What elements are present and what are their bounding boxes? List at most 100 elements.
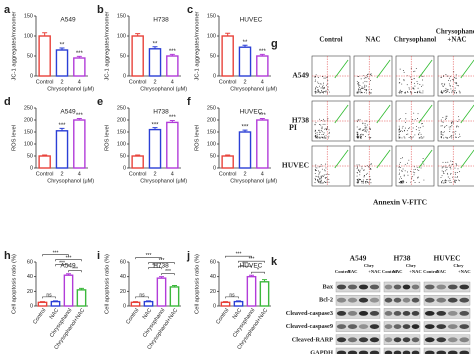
- significance-bracket: [161, 273, 175, 276]
- event-dot: [414, 70, 416, 72]
- event-dot: [400, 130, 402, 132]
- event-dot: [443, 84, 445, 86]
- blot-band: [402, 324, 411, 329]
- x-tick-label: 2: [243, 79, 246, 85]
- event-dot: [417, 113, 419, 115]
- event-dot: [407, 162, 408, 164]
- x-tick-label: 2: [243, 171, 246, 177]
- bar: [166, 121, 179, 169]
- event-dot: [441, 90, 443, 92]
- event-dot: [362, 179, 364, 181]
- chart-title: A549: [60, 263, 76, 270]
- event-dot: [422, 123, 423, 125]
- y-tick-label: 200: [117, 117, 126, 123]
- event-dot: [368, 182, 370, 184]
- event-dot: [406, 84, 408, 86]
- event-dot: [423, 179, 425, 181]
- event-dot: [443, 131, 445, 133]
- event-dot: [315, 178, 316, 180]
- significance-label: ***: [151, 122, 159, 128]
- event-dot: [447, 91, 449, 93]
- blot-strip: [383, 308, 421, 319]
- event-dot: [451, 79, 453, 81]
- blot-strip: [383, 281, 421, 293]
- y-axis-label: ROS level: [195, 125, 201, 151]
- event-dot: [408, 88, 410, 90]
- significance-bracket: [148, 262, 175, 265]
- event-dot: [401, 180, 403, 182]
- event-dot: [328, 181, 330, 183]
- event-dot: [407, 91, 408, 93]
- event-dot: [325, 127, 327, 129]
- event-dot: [445, 117, 447, 119]
- blot-strip: [335, 321, 381, 332]
- lane-label: Chry: [406, 263, 417, 268]
- blot-band: [447, 297, 458, 303]
- event-dot: [420, 127, 422, 129]
- y-axis-label: Cell apoptosis ratio (%): [195, 254, 201, 314]
- blot-band: [447, 311, 458, 316]
- event-dot: [359, 135, 361, 137]
- event-dot: [440, 177, 442, 179]
- lane-label: NAC: [393, 269, 403, 274]
- event-dot: [357, 172, 358, 174]
- event-dot: [404, 170, 406, 172]
- event-dot: [451, 120, 453, 122]
- event-dot: [327, 127, 329, 129]
- event-dot: [454, 179, 456, 181]
- event-dot: [357, 169, 359, 171]
- event-dot: [421, 85, 423, 87]
- event-dot: [441, 83, 442, 85]
- event-dot: [321, 182, 323, 184]
- event-dot: [317, 181, 319, 183]
- y-axis-label: ROS level: [12, 125, 18, 151]
- event-dot: [448, 83, 450, 85]
- protein-label: Bax: [323, 283, 334, 290]
- error-bar: [259, 53, 265, 56]
- event-dot: [410, 76, 411, 78]
- event-dot: [323, 118, 324, 120]
- event-dot: [364, 86, 366, 88]
- blot-band: [358, 311, 369, 316]
- event-dot: [398, 78, 400, 80]
- blot-band: [436, 324, 447, 329]
- event-dot: [361, 86, 363, 88]
- event-dot: [365, 135, 366, 137]
- event-dot: [315, 136, 317, 138]
- event-dot: [454, 90, 456, 92]
- event-dot: [417, 91, 419, 92]
- y-tick-label: 50: [120, 53, 126, 59]
- y-axis-label: Cell apoptosis ratio (%): [105, 254, 111, 314]
- y-tick-label: 100: [117, 33, 126, 39]
- event-dot: [419, 132, 421, 134]
- event-dot: [319, 124, 320, 126]
- event-dot: [356, 182, 358, 184]
- column-header: +NAC: [447, 36, 466, 44]
- event-dot: [456, 176, 458, 178]
- event-dot: [328, 133, 330, 135]
- event-dot: [399, 127, 400, 129]
- event-dot: [422, 79, 424, 81]
- event-dot: [368, 92, 370, 94]
- event-dot: [314, 173, 316, 175]
- event-dot: [401, 91, 403, 93]
- event-dot: [325, 137, 327, 139]
- event-dot: [318, 133, 320, 135]
- event-dot: [400, 167, 402, 168]
- event-dot: [356, 137, 358, 139]
- event-dot: [451, 176, 453, 178]
- blot-band: [447, 337, 458, 343]
- event-dot: [366, 89, 368, 91]
- event-dot: [398, 130, 400, 132]
- event-dot: [323, 87, 325, 89]
- event-dot: [445, 180, 447, 182]
- significance-label: ***: [236, 252, 242, 258]
- event-dot: [319, 178, 321, 180]
- significance-label: ***: [169, 49, 177, 55]
- event-dot: [357, 92, 359, 94]
- y-tick-label: 150: [207, 129, 216, 135]
- event-dot: [327, 137, 329, 139]
- y-tick-label: 0: [213, 165, 216, 171]
- y-tick-label: 250: [24, 105, 33, 111]
- group-header: H738: [393, 254, 410, 263]
